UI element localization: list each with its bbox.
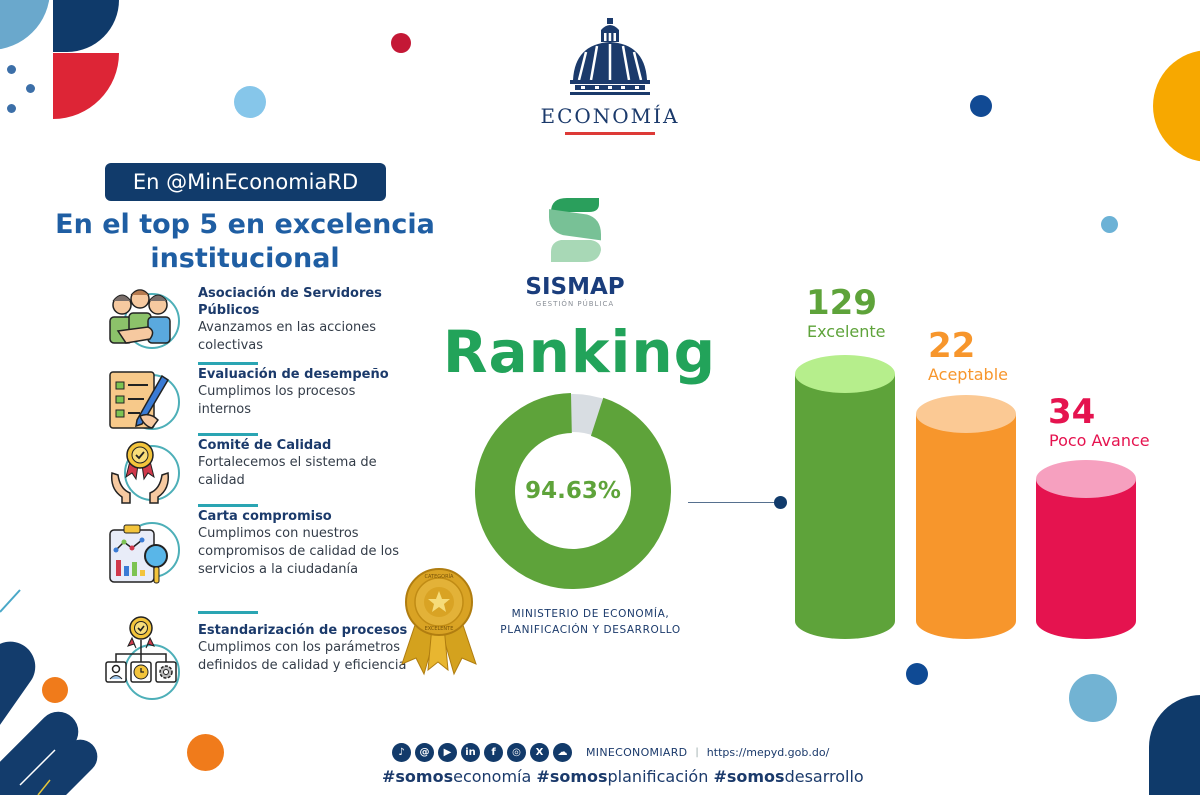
item-desc: Cumplimos con los parámetros definidos d…: [198, 640, 407, 673]
clipboard-chart-magnifier-icon: [104, 508, 180, 584]
item-desc: Cumplimos los procesos internos: [198, 384, 356, 417]
instagram-icon[interactable]: ◎: [507, 743, 526, 762]
hashtag-desarrollo[interactable]: #somosdesarrollo: [713, 767, 864, 786]
capitol-dome-icon: [570, 18, 650, 95]
item-title: Comité de Calidad: [198, 438, 332, 453]
decorative-dot: [26, 84, 35, 93]
decorative-circle: [42, 677, 68, 703]
bar-label-excelente: Excelente: [807, 322, 886, 341]
bar-value-aceptable: 22: [928, 326, 976, 366]
threads-icon[interactable]: @: [415, 743, 434, 762]
footer-separator: |: [695, 747, 699, 758]
x-icon[interactable]: X: [530, 743, 549, 762]
excellence-medal-icon: CATEGORÍA EXCELENTE: [401, 568, 477, 676]
sismap-wordmark: SISMAP: [525, 274, 625, 300]
item-title: Estandarización de procesos: [198, 623, 408, 638]
separator: [198, 611, 258, 614]
decorative-light-blue-shape: [0, 0, 50, 50]
decorative-navy-quarter: [53, 0, 119, 52]
facebook-icon[interactable]: f: [484, 743, 503, 762]
social-handle[interactable]: MINECONOMIARD: [586, 746, 688, 759]
separator: [198, 362, 258, 365]
website-link[interactable]: https://mepyd.gob.do/: [706, 746, 830, 759]
decorative-navy-shape: [1149, 695, 1200, 795]
item-title: Asociación de Servidores Públicos: [198, 286, 382, 318]
score-label: 94.63%: [525, 478, 621, 504]
decorative-circle: [187, 734, 224, 771]
sismap-logo: SISMAP GESTIÓN PÚBLICA: [520, 196, 630, 308]
decorative-red-quarter: [53, 53, 119, 119]
bar-value-excelente: 129: [806, 283, 877, 323]
connector-line: [688, 502, 780, 503]
decorative-dot: [7, 65, 16, 74]
headline: En el top 5 en excelencia institucional: [30, 208, 460, 276]
ministry-name: MINISTERIO DE ECONOMÍA, PLANIFICACIÓN Y …: [478, 606, 703, 638]
linkedin-icon[interactable]: in: [461, 743, 480, 762]
decorative-dot: [7, 104, 16, 113]
decorative-circle: [906, 663, 928, 685]
item-title: Carta compromiso: [198, 509, 332, 524]
ranking-title: Ranking: [442, 318, 717, 386]
headline-line-1: En el top 5 en excelencia: [55, 209, 435, 240]
tiktok-icon[interactable]: ♪: [392, 743, 411, 762]
quality-award-hands-icon: [104, 437, 180, 513]
people-handshake-icon: [104, 285, 180, 361]
item-desc: Avanzamos en las acciones colectivas: [198, 320, 377, 353]
hashtag-planificacion[interactable]: #somosplanificación: [536, 767, 709, 786]
score-donut-chart: 94.63%: [475, 392, 671, 589]
bar-label-poco-avance: Poco Avance: [1049, 431, 1150, 450]
social-bar: ♪ @ ▶ in f ◎ X ☁ MINECONOMIARD | https:/…: [392, 743, 829, 762]
decorative-circle: [1069, 674, 1117, 722]
decorative-circle: [234, 86, 266, 118]
separator: [198, 504, 258, 507]
process-hierarchy-award-icon: [104, 616, 180, 700]
soundcloud-icon[interactable]: ☁: [553, 743, 572, 762]
decorative-circle: [1153, 50, 1200, 162]
sismap-subtitle: GESTIÓN PÚBLICA: [535, 300, 615, 308]
item-desc: Cumplimos con nuestros compromisos de ca…: [198, 526, 399, 577]
item-title: Evaluación de desempeño: [198, 367, 389, 382]
decorative-circle: [391, 33, 411, 53]
sismap-s-icon: [549, 198, 601, 262]
logo-wordmark: ECONOMÍA: [540, 104, 680, 128]
handle-badge: En @MinEconomiaRD: [105, 163, 386, 201]
item-desc: Fortalecemos el sistema de calidad: [198, 455, 377, 488]
svg-text:CATEGORÍA: CATEGORÍA: [425, 573, 454, 580]
bar-value-poco-avance: 34: [1048, 392, 1096, 432]
logo-red-underline: [565, 132, 655, 135]
connector-dot: [774, 496, 787, 509]
economia-logo: ECONOMÍA: [535, 18, 685, 135]
decorative-dot: [1101, 216, 1118, 233]
decorative-circle: [970, 95, 992, 117]
hashtag-economia[interactable]: #somoseconomía: [382, 767, 532, 786]
checklist-pen-icon: [104, 366, 180, 442]
decorative-navy-pills: [0, 589, 98, 795]
ministry-line-1: MINISTERIO DE ECONOMÍA,: [511, 608, 670, 620]
hashtags: #somoseconomía #somosplanificación #somo…: [382, 767, 864, 786]
svg-text:EXCELENTE: EXCELENTE: [425, 626, 454, 632]
bar-label-aceptable: Aceptable: [928, 365, 1008, 384]
headline-line-2: institucional: [150, 243, 340, 274]
separator: [198, 433, 258, 436]
youtube-icon[interactable]: ▶: [438, 743, 457, 762]
ministry-line-2: PLANIFICACIÓN Y DESARROLLO: [500, 624, 681, 636]
